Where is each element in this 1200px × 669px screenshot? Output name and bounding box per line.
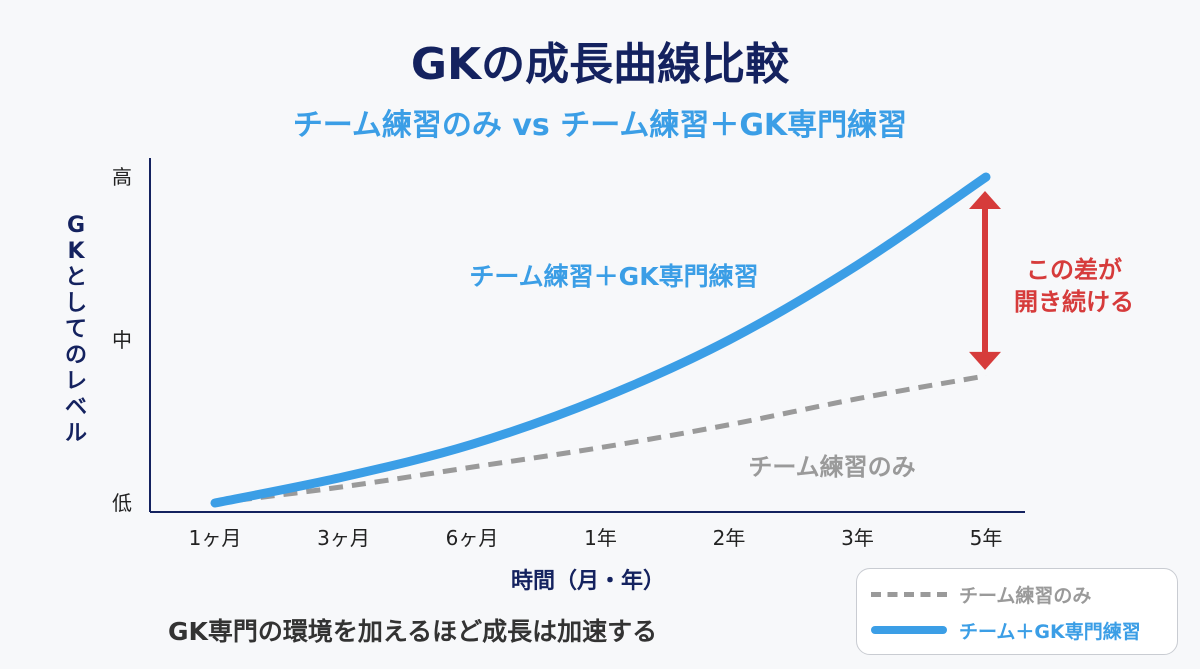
y-axis-title-char: G (67, 213, 85, 238)
series-label-team-plus-gk: チーム練習＋GK専門練習 (469, 262, 758, 291)
gap-arrow-head-up (969, 191, 1001, 209)
y-axis-title-char: と (65, 265, 87, 290)
legend-item-team-plus-gk: チーム＋GK専門練習 (871, 615, 1141, 645)
y-axis-title-char: レ (65, 369, 87, 394)
legend-label-team-only: チーム練習のみ (959, 584, 1092, 607)
y-axis-title-char: の (65, 343, 87, 368)
x-tick-label: 1年 (584, 526, 617, 550)
y-axis-title-char: ベ (65, 395, 87, 420)
series-label-team-only: チーム練習のみ (748, 453, 915, 481)
y-axis-title-char: K (67, 239, 85, 264)
x-tick-label: 5年 (970, 526, 1003, 550)
y-axis-title-char: て (65, 317, 87, 342)
chart-subtitle: チーム練習のみ vs チーム練習＋GK専門練習 (292, 108, 908, 143)
y-tick-label: 低 (112, 491, 132, 515)
footnote: GK専門の環境を加えるほど成長は加速する (168, 617, 658, 646)
annotation-line-2: 開き続ける (1014, 288, 1134, 316)
y-axis-title-char: ル (65, 421, 87, 446)
legend: チーム練習のみ チーム＋GK専門練習 (856, 568, 1178, 655)
legend-dashed-line-icon (871, 591, 947, 597)
y-tick-label: 高 (112, 165, 132, 189)
x-axis-title: 時間（月・年） (511, 568, 665, 594)
legend-label-team-plus-gk: チーム＋GK専門練習 (959, 620, 1141, 643)
x-tick-label: 3ヶ月 (317, 526, 370, 550)
legend-item-team-only: チーム練習のみ (871, 579, 1091, 609)
gap-arrow-head-down (969, 351, 1001, 370)
x-tick-label: 2年 (713, 526, 746, 550)
y-tick-label: 中 (112, 328, 132, 352)
annotation-line-1: この差が (1026, 256, 1122, 284)
y-axis-title-char: し (65, 291, 87, 316)
chart-title: GKの成長曲線比較 (410, 39, 790, 90)
x-tick-label: 1ヶ月 (189, 526, 242, 550)
x-tick-label: 3年 (841, 526, 874, 550)
x-tick-label: 6ヶ月 (446, 526, 499, 550)
legend-solid-line-icon (871, 626, 947, 634)
